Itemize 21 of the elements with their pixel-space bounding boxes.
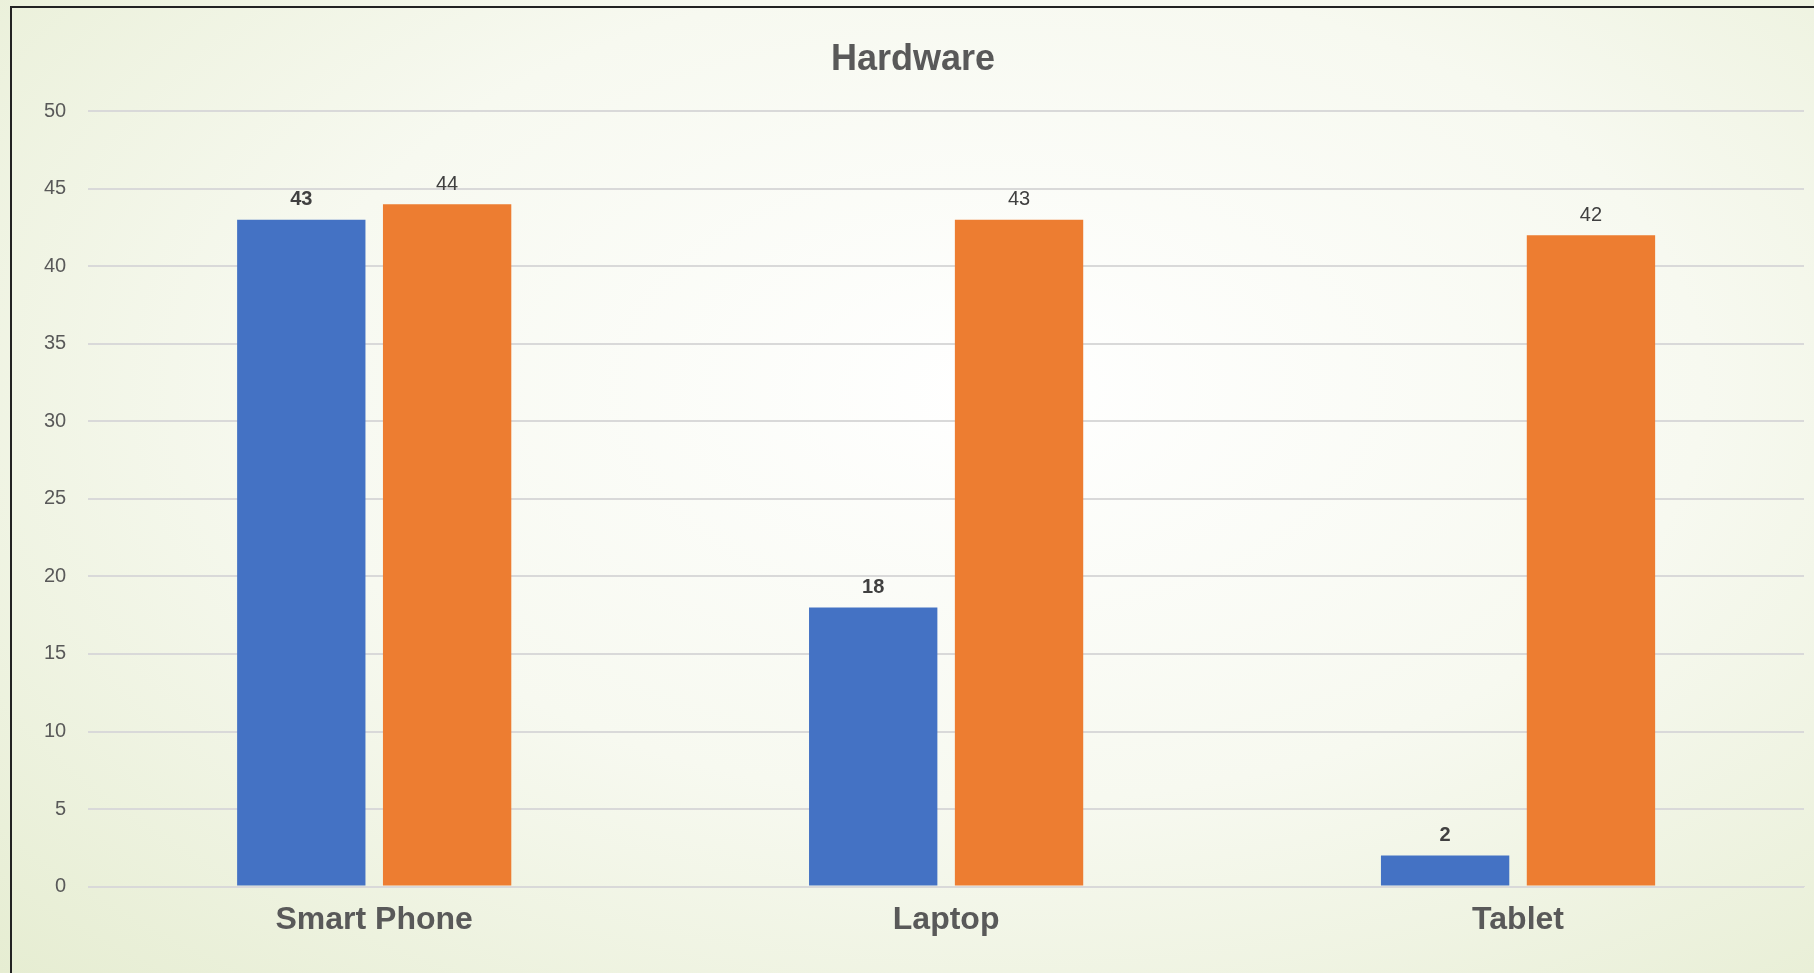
y-tick-label: 50 (44, 98, 67, 121)
y-tick-label: 40 (44, 253, 67, 276)
y-tick-label: 20 (44, 563, 67, 586)
data-label: 18 (862, 574, 885, 597)
chart-title: Hardware (830, 36, 996, 78)
y-tick-label: 15 (44, 641, 67, 664)
y-tick-label: 10 (44, 719, 67, 742)
y-tick-label: 5 (55, 796, 67, 819)
x-tick-label: Smart Phone (275, 899, 473, 936)
y-tick-label: 35 (44, 331, 67, 354)
y-tick-label: 0 (55, 874, 67, 897)
y-tick-label: 25 (44, 486, 67, 509)
data-label: 43 (1007, 187, 1031, 210)
x-tick-label: Tablet (1472, 899, 1565, 936)
data-label: 2 (1439, 823, 1451, 846)
data-label: 42 (1579, 202, 1603, 225)
x-tick-label: Laptop (892, 899, 1000, 936)
y-tick-label: 30 (44, 408, 67, 431)
data-label: 44 (436, 171, 459, 194)
data-label: 43 (290, 187, 313, 210)
y-tick-label: 45 (44, 176, 67, 199)
